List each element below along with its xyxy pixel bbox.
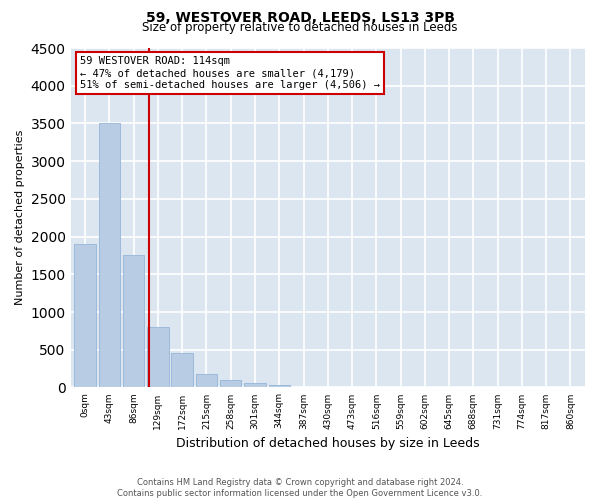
- Bar: [172, 354, 193, 388]
- Bar: [98, 124, 120, 388]
- Bar: [147, 327, 169, 388]
- Bar: [244, 383, 266, 388]
- Bar: [123, 256, 145, 388]
- Bar: [74, 244, 96, 388]
- Bar: [269, 385, 290, 388]
- Text: 59 WESTOVER ROAD: 114sqm
← 47% of detached houses are smaller (4,179)
51% of sem: 59 WESTOVER ROAD: 114sqm ← 47% of detach…: [80, 56, 380, 90]
- Text: Size of property relative to detached houses in Leeds: Size of property relative to detached ho…: [142, 21, 458, 34]
- Y-axis label: Number of detached properties: Number of detached properties: [15, 130, 25, 306]
- X-axis label: Distribution of detached houses by size in Leeds: Distribution of detached houses by size …: [176, 437, 479, 450]
- Text: Contains HM Land Registry data © Crown copyright and database right 2024.
Contai: Contains HM Land Registry data © Crown c…: [118, 478, 482, 498]
- Bar: [220, 380, 241, 388]
- Bar: [293, 386, 314, 388]
- Bar: [196, 374, 217, 388]
- Text: 59, WESTOVER ROAD, LEEDS, LS13 3PB: 59, WESTOVER ROAD, LEEDS, LS13 3PB: [146, 11, 455, 25]
